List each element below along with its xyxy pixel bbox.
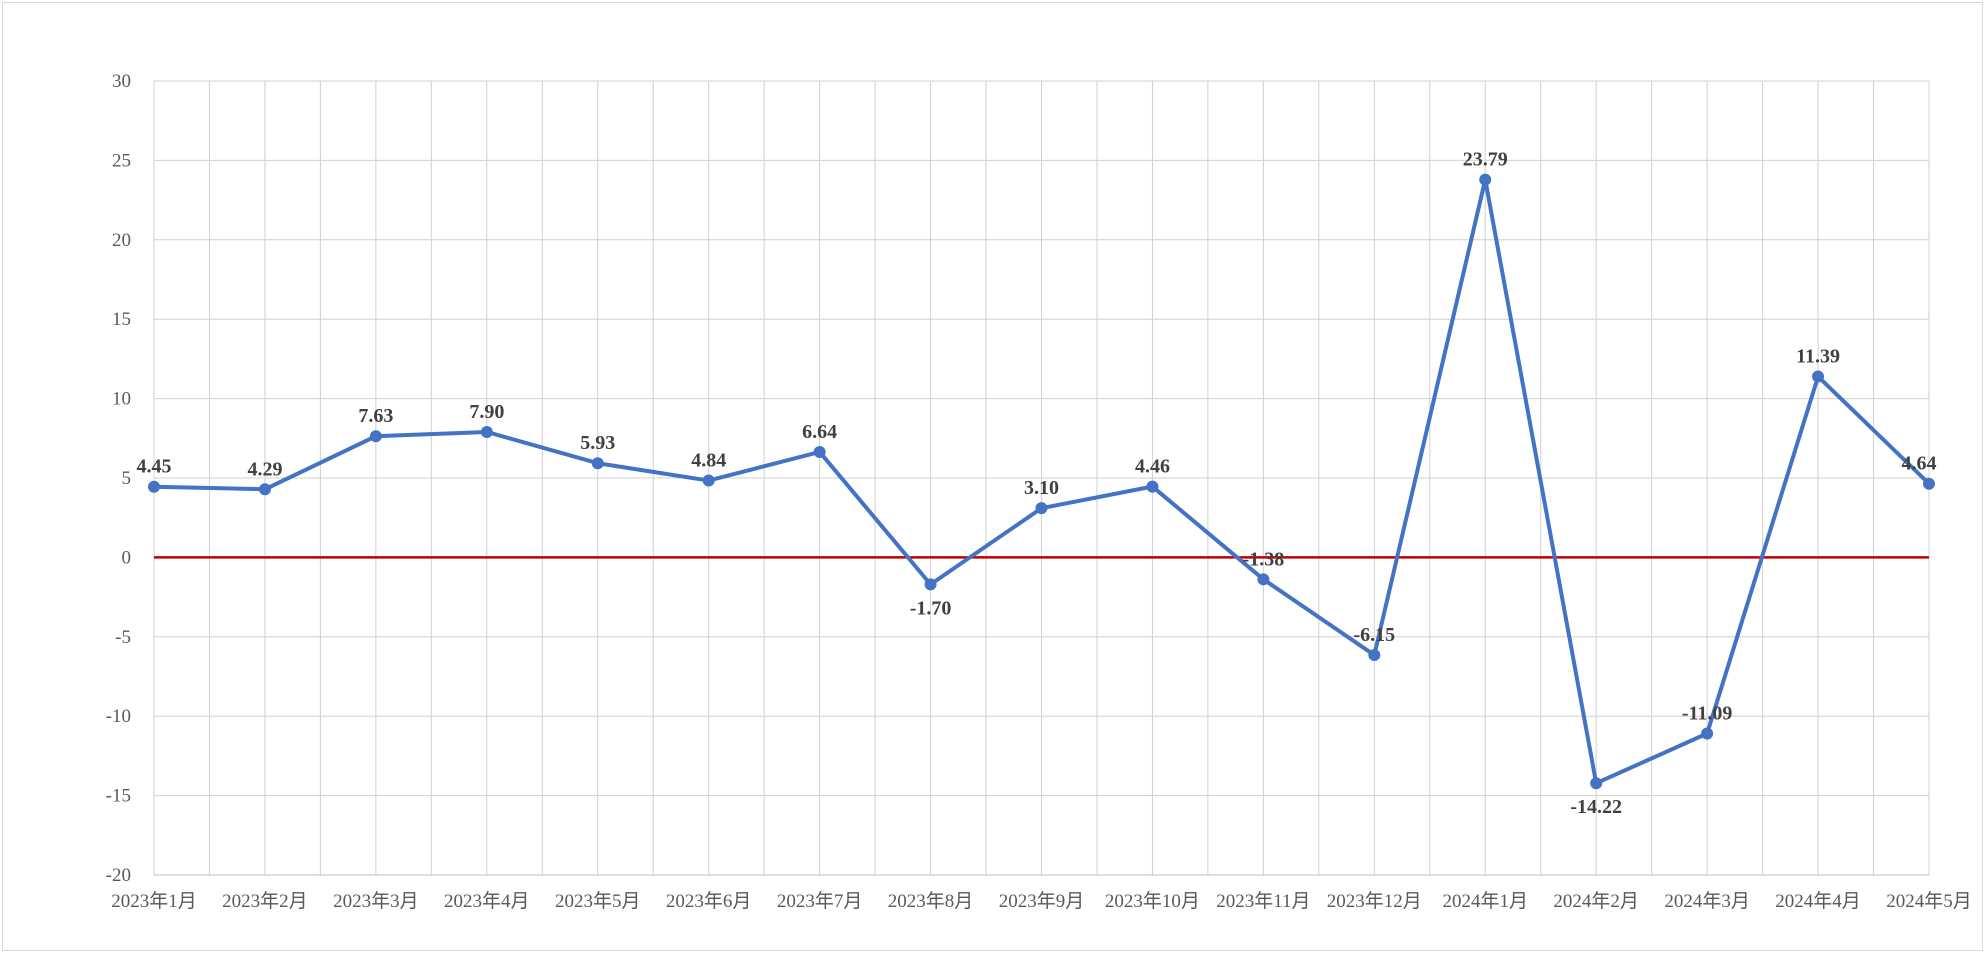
x-tick-label: 2023年11月 [1216,890,1310,912]
data-point [1590,777,1603,790]
data-label: 7.90 [469,401,504,423]
data-label: -1.70 [910,597,952,619]
x-tick-label: 2023年8月 [888,890,974,912]
x-tick-label: 2023年10月 [1105,890,1200,912]
data-point [1035,502,1048,515]
data-label: -14.22 [1570,796,1622,818]
data-point [924,578,937,591]
data-label: 4.64 [1902,453,1937,475]
y-tick-label: 25 [112,150,131,171]
y-tick-label: -15 [106,786,131,807]
x-tick-label: 2023年1月 [111,890,197,912]
y-tick-label: 15 [112,309,131,330]
data-point [702,474,715,487]
data-point [258,483,271,496]
y-tick-label: 20 [112,230,131,251]
x-tick-label: 2023年7月 [777,890,863,912]
data-label: -6.15 [1353,624,1395,646]
x-tick-label: 2024年5月 [1886,890,1972,912]
data-label: 11.39 [1796,346,1840,368]
data-point [1701,727,1714,740]
x-tick-label: 2023年3月 [333,890,419,912]
y-tick-label: -5 [115,627,131,648]
data-labels: 4.45 4.29 7.63 7.90 5.93 4.84 6.64 -1.70 3.10 4.4… [137,149,1937,819]
data-label: 5.93 [580,432,615,454]
x-tick-label: 2023年5月 [555,890,641,912]
data-label: 23.79 [1463,149,1508,171]
data-point [1812,370,1825,383]
data-label: 4.29 [247,458,282,480]
data-label: -1.38 [1243,548,1285,570]
x-tick-label: 2024年4月 [1775,890,1861,912]
x-tick-label: 2024年1月 [1442,890,1528,912]
data-label: 4.84 [691,450,726,472]
x-tick-label: 2023年2月 [222,890,308,912]
x-tick-label: 2023年4月 [444,890,530,912]
data-point [1257,573,1270,586]
data-point [480,425,493,438]
data-point [1368,649,1381,662]
y-tick-label: -20 [106,865,131,886]
data-label: 4.46 [1135,456,1170,478]
data-label: 7.63 [358,405,393,427]
data-point [1923,477,1935,490]
data-point [813,445,826,458]
data-label: 3.10 [1024,477,1059,499]
y-tick-label: 10 [112,389,131,410]
data-label: 6.64 [802,421,837,443]
x-tick-label: 2024年2月 [1553,890,1639,912]
x-tick-label: 2024年3月 [1664,890,1750,912]
x-tick-label: 2023年9月 [999,890,1085,912]
data-point [369,430,382,443]
y-tick-label: 30 [112,71,131,92]
data-label: 4.45 [137,456,172,478]
x-tick-label: 2023年6月 [666,890,752,912]
series [148,173,1935,790]
x-tick-label: 2023年12月 [1327,890,1422,912]
data-point [148,480,160,493]
data-label: -11.09 [1682,703,1733,725]
data-point [591,457,604,470]
y-tick-label: -10 [106,706,131,727]
y-tick-label: 0 [122,547,132,568]
data-point [1146,480,1159,493]
axes: 30 25 20 15 10 5 0 -5 -10 -15 -20 2023年1月 2023年2月 202… [106,71,1972,912]
y-tick-label: 5 [122,468,132,489]
data-point [1479,173,1492,186]
